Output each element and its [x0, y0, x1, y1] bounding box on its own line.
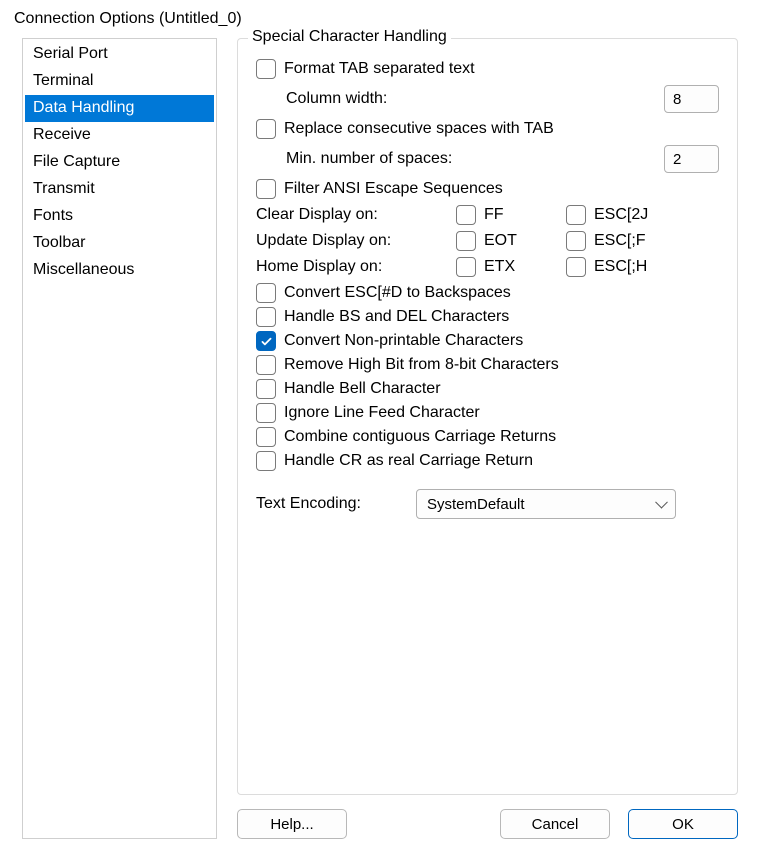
home-etx-label: ETX	[484, 258, 515, 276]
combine-cr-checkbox[interactable]	[256, 427, 276, 447]
convert-esc-label: Convert ESC[#D to Backspaces	[284, 284, 511, 302]
home-esch-label: ESC[;H	[594, 258, 647, 276]
format-tab-label: Format TAB separated text	[284, 60, 475, 78]
ignore-lf-checkbox[interactable]	[256, 403, 276, 423]
convert-nonprint-label: Convert Non-printable Characters	[284, 332, 523, 350]
clear-display-row: Clear Display on: FF ESC[2J	[256, 205, 719, 225]
home-etx-checkbox[interactable]	[456, 257, 476, 277]
clear-esc2j-label: ESC[2J	[594, 206, 648, 224]
clear-esc2j-checkbox[interactable]	[566, 205, 586, 225]
format-tab-checkbox[interactable]	[256, 59, 276, 79]
sidebar-item-transmit[interactable]: Transmit	[25, 176, 214, 203]
category-sidebar: Serial PortTerminalData HandlingReceiveF…	[22, 38, 217, 839]
sidebar-item-miscellaneous[interactable]: Miscellaneous	[25, 257, 214, 284]
column-width-row: Column width:	[286, 85, 719, 113]
sidebar-item-terminal[interactable]: Terminal	[25, 68, 214, 95]
clear-ff-label: FF	[484, 206, 504, 224]
convert-nonprint-row[interactable]: Convert Non-printable Characters	[256, 331, 719, 351]
clear-ff-checkbox[interactable]	[456, 205, 476, 225]
sidebar-item-serial-port[interactable]: Serial Port	[25, 41, 214, 68]
filter-ansi-row[interactable]: Filter ANSI Escape Sequences	[256, 179, 719, 199]
update-escf-option[interactable]: ESC[;F	[566, 231, 646, 251]
text-encoding-row: Text Encoding:	[256, 489, 719, 519]
home-esch-option[interactable]: ESC[;H	[566, 257, 647, 277]
ok-button[interactable]: OK	[628, 809, 738, 839]
home-display-label: Home Display on:	[256, 258, 456, 276]
sidebar-item-data-handling[interactable]: Data Handling	[25, 95, 214, 122]
update-eot-label: EOT	[484, 232, 517, 250]
update-display-row: Update Display on: EOT ESC[;F	[256, 231, 719, 251]
ignore-lf-label: Ignore Line Feed Character	[284, 404, 480, 422]
replace-spaces-row[interactable]: Replace consecutive spaces with TAB	[256, 119, 719, 139]
update-eot-checkbox[interactable]	[456, 231, 476, 251]
format-tab-row[interactable]: Format TAB separated text	[256, 59, 719, 79]
handle-bs-del-checkbox[interactable]	[256, 307, 276, 327]
column-width-label: Column width:	[286, 90, 501, 108]
update-escf-label: ESC[;F	[594, 232, 646, 250]
clear-ff-option[interactable]: FF	[456, 205, 566, 225]
min-spaces-input[interactable]	[664, 145, 719, 173]
handle-cr-label: Handle CR as real Carriage Return	[284, 452, 533, 470]
update-escf-checkbox[interactable]	[566, 231, 586, 251]
sidebar-item-receive[interactable]: Receive	[25, 122, 214, 149]
convert-esc-row[interactable]: Convert ESC[#D to Backspaces	[256, 283, 719, 303]
convert-esc-checkbox[interactable]	[256, 283, 276, 303]
dialog-window: Connection Options (Untitled_0) Serial P…	[0, 0, 760, 853]
column-width-input[interactable]	[664, 85, 719, 113]
handle-bs-del-label: Handle BS and DEL Characters	[284, 308, 509, 326]
text-encoding-label: Text Encoding:	[256, 495, 416, 513]
dialog-body: Serial PortTerminalData HandlingReceiveF…	[0, 34, 760, 853]
min-spaces-row: Min. number of spaces:	[286, 145, 719, 173]
remove-highbit-checkbox[interactable]	[256, 355, 276, 375]
update-display-label: Update Display on:	[256, 232, 456, 250]
sidebar-item-toolbar[interactable]: Toolbar	[25, 230, 214, 257]
group-title: Special Character Handling	[248, 28, 451, 46]
handle-bell-checkbox[interactable]	[256, 379, 276, 399]
convert-nonprint-checkbox[interactable]	[256, 331, 276, 351]
remove-highbit-row[interactable]: Remove High Bit from 8-bit Characters	[256, 355, 719, 375]
sidebar-item-file-capture[interactable]: File Capture	[25, 149, 214, 176]
min-spaces-label: Min. number of spaces:	[286, 150, 501, 168]
clear-display-label: Clear Display on:	[256, 206, 456, 224]
text-encoding-select-wrap[interactable]	[416, 489, 676, 519]
remove-highbit-label: Remove High Bit from 8-bit Characters	[284, 356, 559, 374]
combine-cr-label: Combine contiguous Carriage Returns	[284, 428, 556, 446]
replace-spaces-checkbox[interactable]	[256, 119, 276, 139]
filter-ansi-checkbox[interactable]	[256, 179, 276, 199]
filter-ansi-label: Filter ANSI Escape Sequences	[284, 180, 503, 198]
main-panel: Special Character Handling Format TAB se…	[237, 38, 738, 839]
help-button[interactable]: Help...	[237, 809, 347, 839]
home-esch-checkbox[interactable]	[566, 257, 586, 277]
handle-bell-label: Handle Bell Character	[284, 380, 441, 398]
handle-bell-row[interactable]: Handle Bell Character	[256, 379, 719, 399]
home-display-row: Home Display on: ETX ESC[;H	[256, 257, 719, 277]
clear-esc2j-option[interactable]: ESC[2J	[566, 205, 648, 225]
button-row: Help... Cancel OK	[237, 809, 738, 839]
combine-cr-row[interactable]: Combine contiguous Carriage Returns	[256, 427, 719, 447]
text-encoding-select[interactable]	[416, 489, 676, 519]
home-etx-option[interactable]: ETX	[456, 257, 566, 277]
sidebar-item-fonts[interactable]: Fonts	[25, 203, 214, 230]
update-eot-option[interactable]: EOT	[456, 231, 566, 251]
ignore-lf-row[interactable]: Ignore Line Feed Character	[256, 403, 719, 423]
handle-cr-checkbox[interactable]	[256, 451, 276, 471]
handle-bs-del-row[interactable]: Handle BS and DEL Characters	[256, 307, 719, 327]
replace-spaces-label: Replace consecutive spaces with TAB	[284, 120, 554, 138]
special-char-group: Special Character Handling Format TAB se…	[237, 38, 738, 795]
handle-cr-row[interactable]: Handle CR as real Carriage Return	[256, 451, 719, 471]
cancel-button[interactable]: Cancel	[500, 809, 610, 839]
